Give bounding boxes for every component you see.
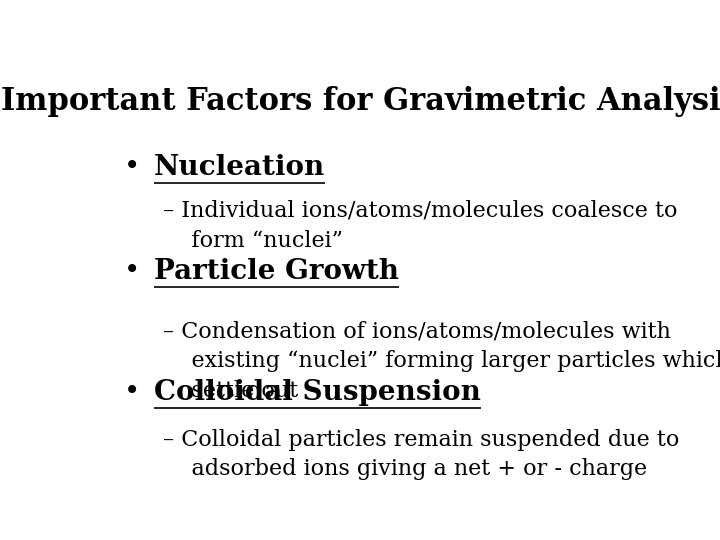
Text: •: • (124, 258, 140, 285)
Text: Nucleation: Nucleation (154, 154, 325, 181)
Text: •: • (124, 154, 140, 181)
Text: – Individual ions/atoms/molecules coalesce to
    form “nuclei”: – Individual ions/atoms/molecules coales… (163, 200, 677, 252)
Text: – Colloidal particles remain suspended due to
    adsorbed ions giving a net + o: – Colloidal particles remain suspended d… (163, 429, 679, 480)
Text: Particle Growth: Particle Growth (154, 258, 399, 285)
Text: Colloidal Suspension: Colloidal Suspension (154, 379, 481, 406)
Text: •: • (124, 379, 140, 406)
Text: Important Factors for Gravimetric Analysis: Important Factors for Gravimetric Analys… (1, 85, 720, 117)
Text: – Condensation of ions/atoms/molecules with
    existing “nuclei” forming larger: – Condensation of ions/atoms/molecules w… (163, 321, 720, 402)
